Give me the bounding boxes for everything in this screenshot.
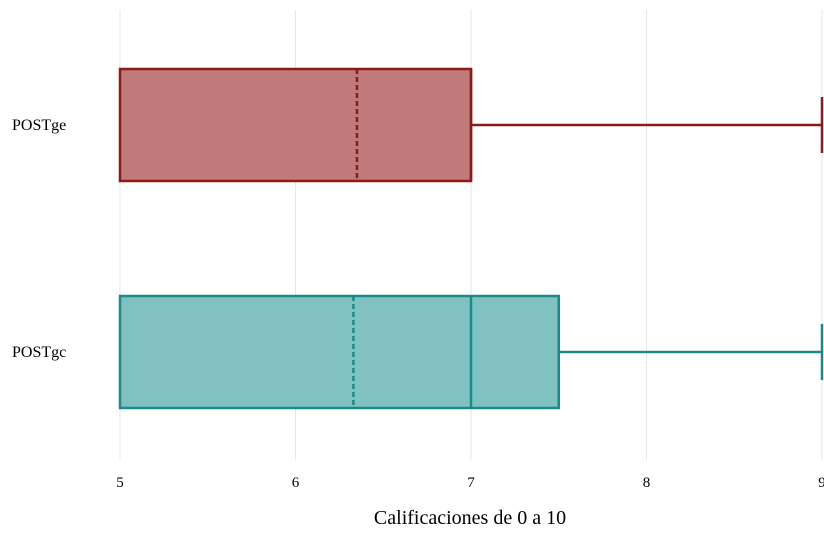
x-axis-title: Calificaciones de 0 a 10: [374, 507, 566, 529]
x-tick-labels: 5 6 7 8 9: [116, 475, 824, 491]
x-tick-label: 8: [643, 475, 651, 491]
box-iqr: [118, 67, 473, 183]
category-labels: POSTge POSTgc: [12, 117, 66, 361]
box-POSTgc: [118, 294, 824, 410]
x-tick-label: 5: [116, 475, 124, 491]
box-iqr: [118, 294, 560, 410]
boxes: [118, 67, 824, 410]
x-tick-label: 7: [467, 475, 475, 491]
x-tick-label: 9: [818, 475, 824, 491]
x-tick-label: 6: [292, 475, 300, 491]
box-POSTge: [118, 67, 824, 183]
category-label: POSTgc: [12, 344, 66, 361]
category-label: POSTge: [12, 117, 66, 134]
